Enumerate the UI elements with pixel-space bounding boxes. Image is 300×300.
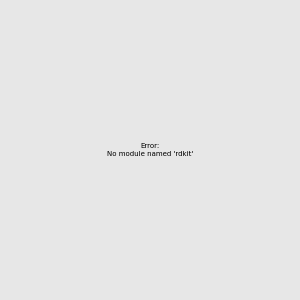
Text: Error:
No module named 'rdkit': Error: No module named 'rdkit' xyxy=(107,143,193,157)
